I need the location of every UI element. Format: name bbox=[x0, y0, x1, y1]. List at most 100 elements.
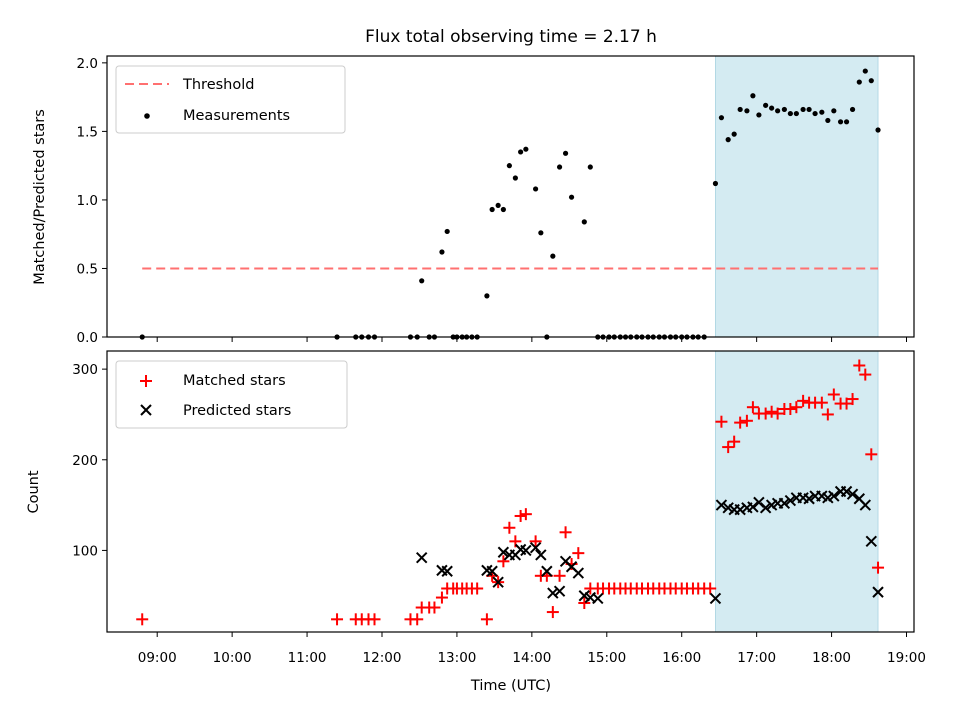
matched-star-marker bbox=[572, 547, 585, 560]
measurement-point bbox=[538, 230, 544, 236]
measurement-point bbox=[489, 206, 495, 213]
measurement-point bbox=[581, 219, 587, 225]
bottom-legend-box bbox=[115, 360, 348, 429]
measurement-point bbox=[793, 110, 799, 117]
matched-star-marker bbox=[872, 561, 885, 574]
legend-measurements-swatch bbox=[144, 113, 150, 119]
measurement-point bbox=[843, 119, 850, 125]
predicted-star-marker bbox=[747, 501, 759, 513]
bottom-y-tick-label: 300 bbox=[72, 362, 98, 378]
measurement-point bbox=[763, 102, 769, 108]
predicted-star-marker bbox=[416, 551, 428, 564]
predicted-star-marker bbox=[859, 499, 872, 511]
predicted-star-marker bbox=[846, 488, 859, 500]
bottom-x-ticks: 09:00 10:00 11:00 12:00 13:00 14:00 15:00 16:00… bbox=[138, 632, 926, 666]
matched-star-marker bbox=[722, 441, 735, 454]
predicted-star-marker bbox=[553, 585, 566, 597]
measurement-point bbox=[744, 108, 750, 114]
predicted-star-marker bbox=[828, 490, 840, 502]
predicted-star-marker bbox=[572, 567, 585, 579]
measurement-point bbox=[550, 253, 556, 259]
top-x-ticks bbox=[156, 337, 908, 342]
bottom-y-tick-label: 200 bbox=[72, 453, 98, 469]
measurement-point bbox=[712, 180, 719, 187]
matched-star-marker bbox=[759, 407, 772, 420]
predicted-star-marker bbox=[865, 535, 877, 548]
x-tick-label: 11:00 bbox=[288, 650, 327, 666]
matched-star-marker bbox=[704, 582, 717, 595]
measurement-point bbox=[856, 79, 862, 85]
predicted-star-marker bbox=[541, 565, 553, 577]
matched-star-marker bbox=[497, 555, 510, 568]
matched-star-marker bbox=[827, 388, 840, 401]
predicted-star-marker bbox=[529, 541, 542, 554]
bottom-panel: 100 200 300 09:00 10:00 11:00 12:00 13:00 14:00… bbox=[26, 350, 926, 694]
x-tick-label: 15:00 bbox=[587, 650, 626, 666]
predicted-star-marker bbox=[784, 494, 797, 507]
top-y-tick-label: 1.5 bbox=[77, 124, 98, 140]
matched-star-marker bbox=[865, 448, 878, 461]
matched-star-marker bbox=[815, 396, 828, 409]
matched-star-marker bbox=[740, 414, 753, 427]
bottom-y-axis-label: Count bbox=[26, 470, 42, 513]
matched-star-marker bbox=[529, 535, 542, 548]
measurement-point bbox=[562, 150, 569, 156]
predicted-star-marker bbox=[441, 565, 453, 577]
matched-star-marker bbox=[734, 416, 747, 429]
measurement-point bbox=[523, 146, 529, 152]
predicted-star-marker bbox=[759, 502, 772, 514]
matched-star-marker bbox=[546, 606, 559, 619]
legend-matched-swatch bbox=[140, 375, 152, 387]
matched-star-marker bbox=[715, 415, 728, 428]
matched-star-marker bbox=[136, 613, 149, 626]
measurement-point bbox=[439, 249, 445, 255]
measurement-point bbox=[495, 202, 501, 209]
measurement-point bbox=[875, 127, 881, 133]
matched-star-marker bbox=[480, 613, 493, 626]
legend-threshold-label: Threshold bbox=[182, 77, 254, 93]
top-y-ticks: 0.0 0.5 1.0 1.5 2.0 bbox=[77, 56, 107, 346]
matched-star-marker bbox=[559, 526, 572, 539]
matched-star-marker bbox=[578, 596, 591, 609]
chart-title: Flux total observing time = 2.17 h bbox=[365, 27, 657, 47]
predicted-star-marker bbox=[547, 587, 559, 599]
matched-star-marker bbox=[746, 401, 759, 414]
matched-star-marker bbox=[797, 394, 810, 407]
predicted-star-marker bbox=[535, 549, 547, 561]
measurement-point bbox=[533, 186, 539, 192]
predicted-star-marker bbox=[486, 565, 498, 577]
matched-star-marker bbox=[771, 407, 784, 420]
bottom-y-tick-label: 100 bbox=[72, 543, 98, 559]
x-tick-label: 12:00 bbox=[363, 650, 402, 666]
predicted-star-marker bbox=[803, 493, 815, 505]
matched-star-marker bbox=[471, 582, 484, 595]
top-legend: Threshold Measurements bbox=[115, 65, 346, 134]
measurement-point bbox=[750, 93, 756, 99]
predicted-star-marker bbox=[778, 497, 791, 509]
predicted-star-marker bbox=[840, 485, 853, 498]
matched-star-marker bbox=[853, 359, 866, 372]
matched-star-marker bbox=[519, 508, 532, 521]
measurement-point bbox=[556, 164, 563, 170]
predicted-star-marker bbox=[872, 586, 884, 598]
measurement-point bbox=[506, 163, 512, 169]
measurement-point bbox=[837, 119, 844, 125]
predicted-star-marker bbox=[734, 503, 746, 516]
matched-star-marker bbox=[728, 435, 741, 448]
legend-matched-label: Matched stars bbox=[183, 373, 286, 389]
legend-predicted-label: Predicted stars bbox=[183, 403, 291, 419]
predicted-star-marker bbox=[709, 592, 722, 605]
matched-star-marker bbox=[784, 403, 797, 416]
matched-star-marker bbox=[821, 408, 834, 421]
top-axes-frame bbox=[106, 55, 915, 338]
measurement-point bbox=[849, 106, 856, 113]
predicted-star-markers bbox=[416, 485, 884, 605]
legend-predicted-swatch bbox=[140, 404, 152, 416]
predicted-star-marker bbox=[520, 544, 532, 557]
measurement-point bbox=[568, 194, 575, 200]
measurement-point bbox=[787, 110, 793, 117]
measurement-point bbox=[718, 115, 725, 121]
x-axis-label: Time (UTC) bbox=[470, 678, 551, 694]
x-tick-label: 13:00 bbox=[437, 650, 476, 666]
matched-star-marker bbox=[553, 569, 566, 582]
